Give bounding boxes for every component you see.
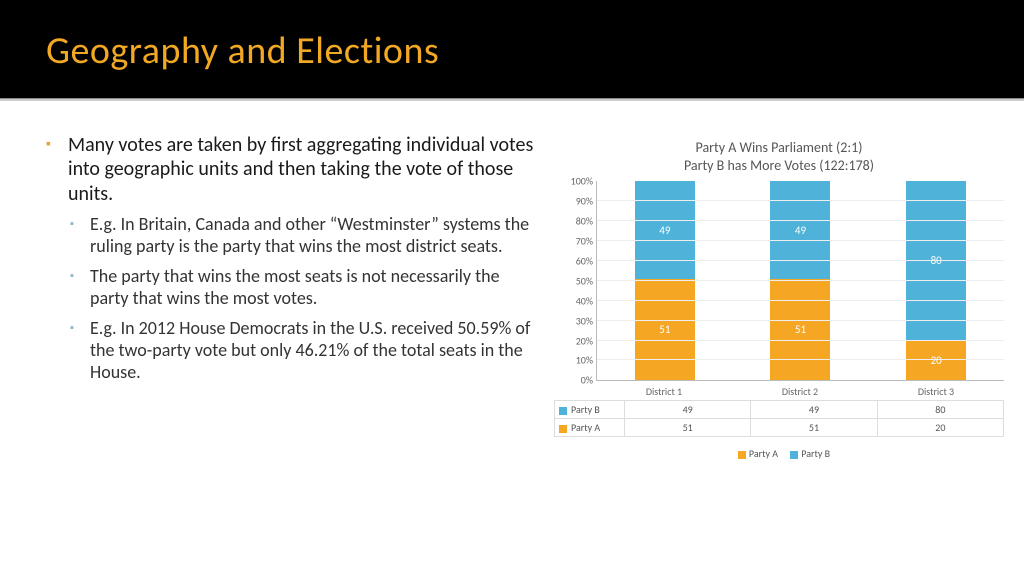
chart-gridline bbox=[597, 320, 1004, 321]
chart-x-label: District 2 bbox=[782, 385, 818, 398]
legend-swatch-party-a bbox=[738, 451, 746, 459]
chart-ytick: 20% bbox=[555, 334, 593, 347]
chart-x-labels: District 1 District 2 District 3 bbox=[596, 381, 1004, 398]
chart-segment-party-a: 51 bbox=[635, 279, 695, 380]
chart-title: Party A Wins Parliament (2:1) Party B ha… bbox=[554, 139, 1004, 175]
chart-gridline bbox=[597, 300, 1004, 301]
chart-ytick: 80% bbox=[555, 215, 593, 228]
bullet-sub-2: The party that wins the most seats is no… bbox=[46, 266, 536, 310]
chart-gridline bbox=[597, 260, 1004, 261]
chart-bar: 4951 bbox=[770, 181, 830, 380]
table-row: Party A515120 bbox=[555, 419, 1004, 437]
table-row: Party B494980 bbox=[555, 401, 1004, 419]
table-row-label: Party A bbox=[555, 419, 625, 437]
chart-gridline bbox=[597, 359, 1004, 360]
table-cell: 49 bbox=[751, 401, 877, 419]
bullet-main: Many votes are taken by first aggregatin… bbox=[46, 133, 536, 206]
chart-segment-party-b: 49 bbox=[635, 181, 695, 279]
chart-bar: 8020 bbox=[906, 181, 966, 380]
chart-bars: 495149518020 bbox=[597, 181, 1004, 380]
chart-plot-area: 495149518020 0%10%20%30%40%50%60%70%80%9… bbox=[596, 181, 1004, 381]
table-cell: 80 bbox=[877, 401, 1003, 419]
chart-data-table: Party B494980Party A515120 bbox=[554, 400, 1004, 437]
chart-ytick: 100% bbox=[555, 175, 593, 188]
chart-column: Party A Wins Parliament (2:1) Party B ha… bbox=[536, 133, 1004, 460]
bullet-sub-1: E.g. In Britain, Canada and other “Westm… bbox=[46, 214, 536, 258]
chart-ytick: 0% bbox=[555, 374, 593, 387]
legend-label-party-a: Party A bbox=[749, 447, 778, 460]
slide-title: Geography and Elections bbox=[46, 28, 1024, 74]
chart-ytick: 90% bbox=[555, 195, 593, 208]
chart-gridline bbox=[597, 280, 1004, 281]
table-row-label: Party B bbox=[555, 401, 625, 419]
chart-gridline bbox=[597, 340, 1004, 341]
chart-title-line2: Party B has More Votes (122:178) bbox=[684, 157, 874, 174]
legend-swatch-party-b bbox=[790, 451, 798, 459]
chart-x-label: District 1 bbox=[646, 385, 682, 398]
chart-gridline bbox=[597, 220, 1004, 221]
chart-segment-party-a: 51 bbox=[770, 279, 830, 380]
chart-gridline bbox=[597, 240, 1004, 241]
table-cell: 51 bbox=[751, 419, 877, 437]
chart-x-label: District 3 bbox=[918, 385, 954, 398]
table-cell: 51 bbox=[625, 419, 751, 437]
legend-label-party-b: Party B bbox=[801, 447, 830, 460]
chart-legend: Party A Party B bbox=[554, 447, 1004, 460]
table-cell: 49 bbox=[625, 401, 751, 419]
chart-bar: 4951 bbox=[635, 181, 695, 380]
table-cell: 20 bbox=[877, 419, 1003, 437]
chart-segment-party-b: 49 bbox=[770, 181, 830, 279]
chart-ytick: 70% bbox=[555, 235, 593, 248]
title-bar: Geography and Elections bbox=[0, 0, 1024, 98]
chart-title-line1: Party A Wins Parliament (2:1) bbox=[696, 139, 863, 156]
text-column: Many votes are taken by first aggregatin… bbox=[46, 133, 536, 460]
bullet-sub-3: E.g. In 2012 House Democrats in the U.S.… bbox=[46, 318, 536, 384]
content-area: Many votes are taken by first aggregatin… bbox=[0, 101, 1024, 460]
chart-ytick: 30% bbox=[555, 314, 593, 327]
chart-ytick: 60% bbox=[555, 254, 593, 267]
chart-ytick: 10% bbox=[555, 354, 593, 367]
chart-gridline bbox=[597, 200, 1004, 201]
chart-ytick: 40% bbox=[555, 294, 593, 307]
chart-ytick: 50% bbox=[555, 274, 593, 287]
